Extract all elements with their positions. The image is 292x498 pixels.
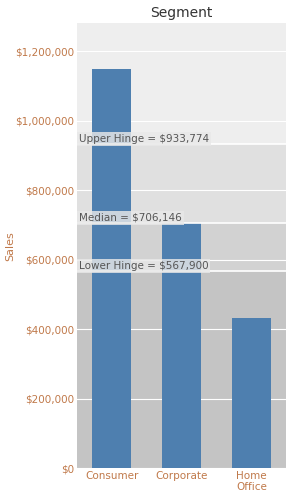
Text: Upper Hinge = $933,774: Upper Hinge = $933,774: [79, 134, 209, 144]
Text: Median = $706,146: Median = $706,146: [79, 213, 181, 223]
Y-axis label: Sales: Sales: [6, 231, 15, 260]
Bar: [77, 223, 286, 271]
Bar: [77, 23, 286, 144]
Bar: [232, 319, 271, 468]
Bar: [77, 271, 286, 468]
Text: Lower Hinge = $567,900: Lower Hinge = $567,900: [79, 261, 208, 271]
Bar: [162, 223, 201, 468]
Bar: [92, 69, 131, 468]
Title: Segment: Segment: [150, 5, 213, 19]
Bar: [77, 144, 286, 223]
